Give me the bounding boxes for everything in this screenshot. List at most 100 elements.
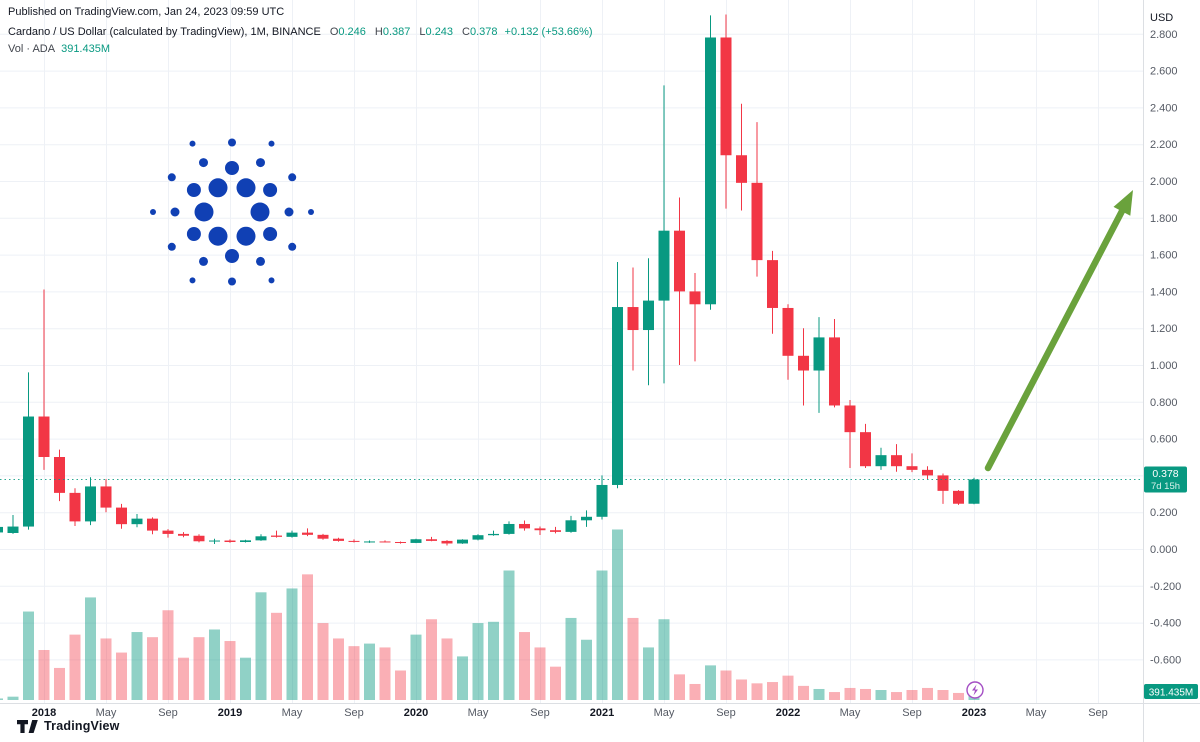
candle [333, 538, 344, 541]
volume-bar [255, 592, 267, 700]
volume-bar [472, 623, 484, 700]
candle [503, 523, 515, 534]
volume-bar [922, 687, 933, 700]
tradingview-footer[interactable]: TradingView [17, 719, 120, 733]
price-tick-label[interactable]: 0.200 [1150, 507, 1178, 519]
price-tick-label[interactable]: 1.200 [1150, 323, 1178, 335]
price-tick-label[interactable]: 1.000 [1150, 360, 1178, 372]
cardano-logo-dot [186, 227, 201, 241]
published-line: Published on TradingView.com, Jan 24, 20… [8, 6, 285, 18]
volume-bar [720, 670, 732, 700]
volume-bar [534, 647, 546, 700]
candle [410, 539, 422, 543]
cardano-logo-dot [208, 226, 228, 246]
volume-bar [23, 611, 34, 700]
candle [286, 532, 298, 537]
volume-bar [178, 657, 189, 700]
candle [968, 479, 980, 504]
time-tick-label[interactable]: May [468, 707, 489, 719]
volume-bar [7, 696, 19, 700]
time-tick-label[interactable]: Sep [716, 707, 736, 719]
cardano-logo-watermark [150, 138, 314, 286]
cardano-logo-dot [225, 161, 239, 175]
candle [860, 432, 871, 467]
time-tick-label[interactable]: May [96, 707, 117, 719]
volume-bar [813, 688, 825, 700]
time-tick-label[interactable]: 2023 [962, 707, 986, 719]
volume-label: Vol · ADA [8, 43, 56, 55]
trend-arrow-line[interactable] [984, 204, 1128, 472]
time-tick-label[interactable]: Sep [902, 707, 922, 719]
time-tick-label[interactable]: 2020 [404, 707, 428, 719]
candle [395, 542, 406, 544]
candle [178, 533, 189, 536]
volume-bar [364, 643, 375, 700]
time-tick-label[interactable]: Sep [158, 707, 178, 719]
time-tick-label[interactable]: May [654, 707, 675, 719]
volume-axis-badge [1144, 684, 1198, 699]
bar-countdown: 7d 15h [1151, 481, 1180, 492]
price-tick-label[interactable]: -0.400 [1150, 618, 1181, 630]
time-tick-label[interactable]: 2021 [590, 707, 614, 719]
candle [534, 528, 546, 531]
trend-arrow-head [1113, 190, 1133, 216]
time-tick-label[interactable]: 2018 [32, 707, 56, 719]
volume-bar [503, 570, 515, 700]
candle [441, 540, 453, 544]
candle [798, 355, 809, 371]
cardano-logo-dot [236, 178, 256, 198]
time-tick-label[interactable]: Sep [344, 707, 364, 719]
cardano-logo-dot [256, 256, 265, 266]
time-tick-label[interactable]: May [282, 707, 303, 719]
volume-bar [224, 641, 236, 700]
candle [472, 535, 484, 540]
time-tick-label[interactable]: Sep [530, 707, 550, 719]
symbol-legend[interactable]: Cardano / US Dollar (calculated by Tradi… [8, 24, 593, 41]
candle [457, 539, 468, 544]
candle [317, 534, 329, 539]
price-tick-label[interactable]: 2.200 [1150, 139, 1178, 151]
candle [844, 405, 856, 433]
volume-bar [612, 529, 623, 700]
time-tick-label[interactable]: May [840, 707, 861, 719]
price-tick-label[interactable]: 0.600 [1150, 434, 1178, 446]
cardano-logo-dot [228, 138, 236, 147]
time-tick-label[interactable]: 2019 [218, 707, 242, 719]
ohlc-close: C0.378 [462, 26, 498, 38]
price-tick-label[interactable]: 1.400 [1150, 286, 1178, 298]
volume-bar [519, 632, 530, 700]
price-tick-label[interactable]: -0.600 [1150, 654, 1181, 666]
price-tick-label[interactable]: 0.000 [1150, 544, 1178, 556]
candle [38, 416, 50, 457]
candle [271, 535, 282, 537]
time-tick-label[interactable]: May [1026, 707, 1047, 719]
price-tick-label[interactable]: 2.400 [1150, 102, 1178, 114]
volume-bar [85, 597, 96, 700]
volume-bar [736, 679, 747, 700]
volume-bar [333, 638, 344, 700]
candle [612, 307, 623, 485]
price-tick-label[interactable]: 2.000 [1150, 176, 1178, 188]
candle [689, 291, 701, 305]
tradingview-brand: TradingView [44, 719, 120, 733]
candle [100, 486, 112, 508]
cardano-logo-dot [228, 277, 236, 286]
cardano-logo-dot [199, 158, 208, 168]
volume-bar [457, 656, 468, 700]
price-tick-label[interactable]: 2.600 [1150, 66, 1178, 78]
time-tick-label[interactable]: 2022 [776, 707, 800, 719]
price-tick-label[interactable]: 2.800 [1150, 29, 1178, 41]
price-tick-label[interactable]: 1.800 [1150, 213, 1178, 225]
cardano-logo-dot [208, 178, 228, 198]
volume-bar [488, 621, 499, 700]
cardano-logo-dot [194, 202, 214, 222]
candle [736, 155, 747, 183]
price-tick-label[interactable]: 0.800 [1150, 397, 1178, 409]
volume-bar [410, 634, 422, 700]
candle [131, 518, 143, 525]
price-tick-label[interactable]: 1.600 [1150, 250, 1178, 262]
candle [379, 541, 391, 543]
time-tick-label[interactable]: Sep [1088, 707, 1108, 719]
price-tick-label[interactable]: -0.200 [1150, 581, 1181, 593]
